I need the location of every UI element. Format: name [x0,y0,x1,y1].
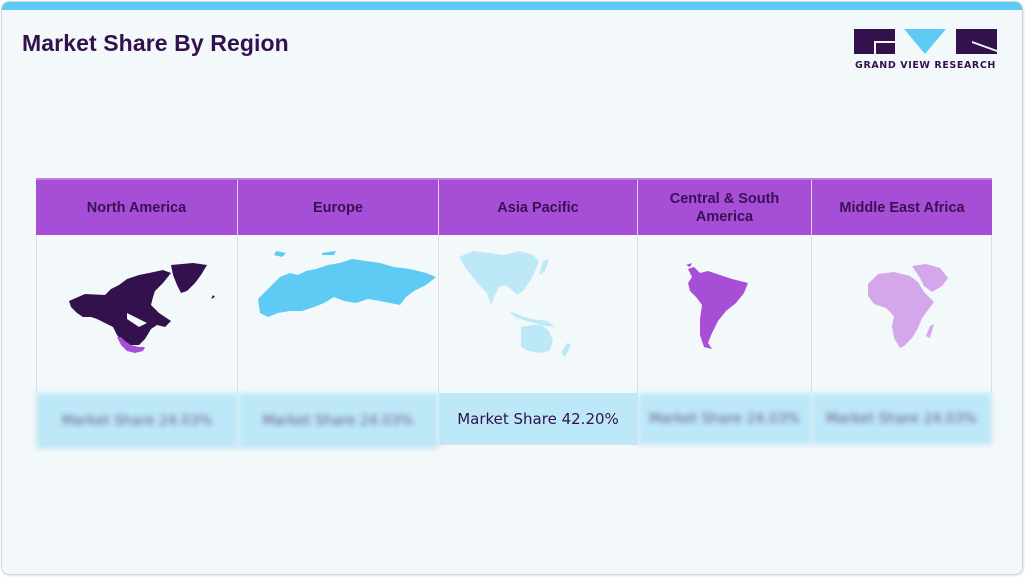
africa-map-icon [868,264,948,348]
asia-pacific-map-icon [459,251,571,357]
market-share-value: Market Share 24.03% [61,412,213,429]
north-america-map-icon [69,263,215,353]
south-america-map-icon [686,263,748,349]
column-header-asia-pacific: Asia Pacific [439,180,638,235]
top-accent-bar [2,2,1022,10]
brand-logo[interactable]: GRAND VIEW RESEARCH [853,29,998,73]
market-share-value: Market Share 42.20% [457,409,619,428]
market-share-north-america: Market Share 24.03% [36,393,238,449]
market-share-value: Market Share 24.03% [262,412,414,429]
column-header-label: Central & South America [669,190,780,225]
column-header-north-america: North America [36,180,238,235]
table-header-row: North America Europe Asia Pacific Centra… [36,178,992,235]
map-cell-middle-east-africa [812,235,992,393]
market-share-central-south-america: Market Share 24.03% [638,393,812,445]
market-share-value: Market Share 24.03% [826,410,977,427]
column-header-europe: Europe [238,180,439,235]
brand-name: GRAND VIEW RESEARCH [855,60,996,71]
market-share-middle-east-africa: Market Share 24.03% [812,393,992,445]
map-cell-south-america [638,235,812,393]
market-share-asia-pacific: Market Share 42.20% [439,393,638,445]
column-header-middle-east-africa: Middle East Africa [812,180,992,235]
map-cell-europe [238,235,439,393]
market-share-europe: Market Share 24.03% [238,393,439,449]
region-table: North America Europe Asia Pacific Centra… [36,178,992,449]
market-share-row: Market Share 24.03% Market Share 24.03% … [36,393,992,449]
gvr-logo-icon [854,29,997,54]
market-share-value: Market Share 24.03% [649,410,800,427]
map-cell-asia-pacific [439,235,638,393]
page-title: Market Share By Region [22,30,289,56]
europe-map-icon [258,251,436,317]
map-row [36,235,992,393]
map-cell-north-america [36,235,238,393]
column-header-central-south-america: Central & South America [638,180,812,235]
